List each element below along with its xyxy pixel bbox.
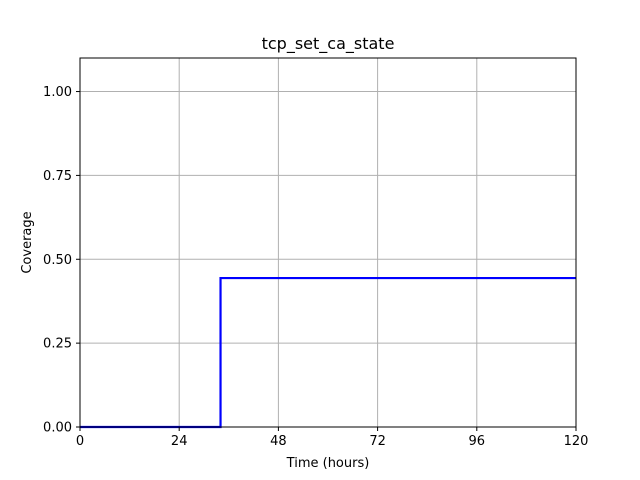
x-tick-label: 120	[564, 434, 589, 449]
x-tick-label: 48	[270, 434, 287, 449]
plot-frame	[79, 57, 577, 428]
y-tick-label: 0.00	[43, 421, 72, 436]
x-axis-ticks: 0 24 48 72 96 120	[76, 427, 589, 449]
y-tick-label: 0.25	[43, 337, 72, 352]
grid	[79, 58, 577, 428]
x-tick-label: 0	[76, 434, 84, 449]
plot-area	[80, 58, 576, 427]
x-tick-label: 72	[369, 434, 386, 449]
y-axis-ticks: 0.00 0.25 0.50 0.75 1.00	[43, 85, 80, 436]
y-tick-label: 1.00	[43, 85, 72, 100]
chart-title: tcp_set_ca_state	[262, 34, 395, 54]
y-tick-label: 0.50	[43, 253, 72, 268]
y-axis-label: Coverage	[20, 211, 35, 273]
x-tick-label: 96	[469, 434, 486, 449]
y-tick-label: 0.75	[43, 169, 72, 184]
x-tick-label: 24	[171, 434, 188, 449]
x-axis-label: Time (hours)	[286, 456, 370, 471]
